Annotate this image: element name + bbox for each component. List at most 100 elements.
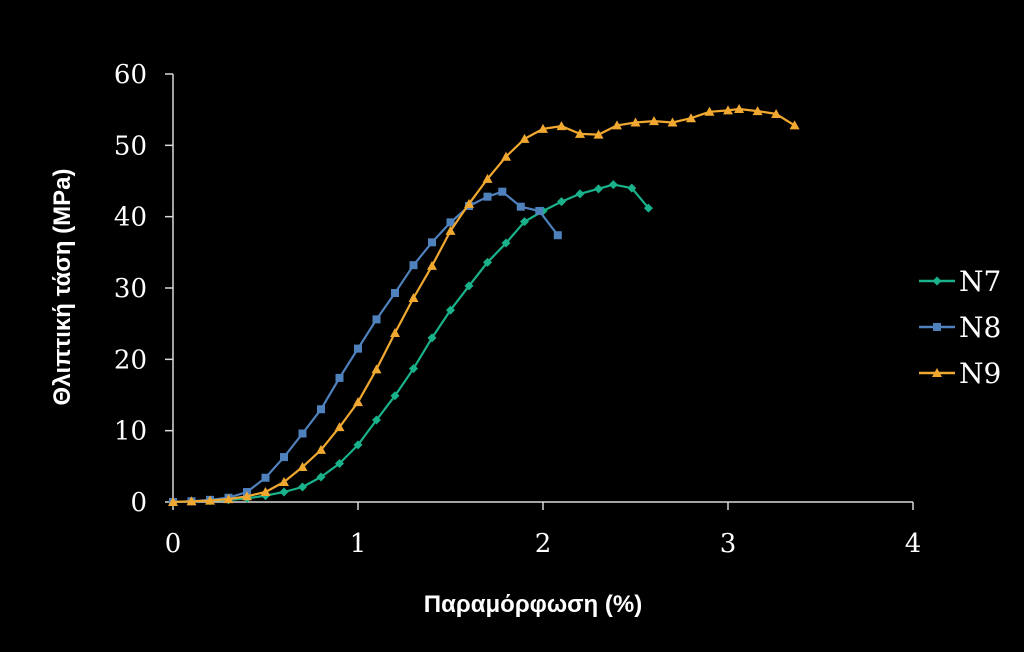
data-point bbox=[771, 108, 782, 118]
x-tick-label: 0 bbox=[165, 529, 182, 559]
y-tick-label: 60 bbox=[114, 60, 147, 90]
data-point bbox=[168, 497, 178, 506]
series-n7 bbox=[168, 180, 653, 507]
data-point bbox=[501, 238, 511, 248]
data-point bbox=[280, 453, 288, 462]
data-point bbox=[594, 184, 603, 194]
data-point bbox=[391, 288, 399, 297]
data-point bbox=[557, 197, 566, 207]
data-point bbox=[643, 203, 653, 213]
x-tick-label: 3 bbox=[720, 529, 737, 559]
data-point bbox=[353, 397, 363, 407]
data-point bbox=[334, 422, 345, 432]
data-point bbox=[627, 183, 637, 193]
data-point bbox=[428, 238, 436, 247]
data-point bbox=[501, 151, 511, 161]
data-point bbox=[734, 103, 745, 113]
x-axis-title: Παραμόρφωση (%) bbox=[424, 591, 642, 618]
data-point bbox=[261, 473, 270, 482]
y-tick-label: 0 bbox=[130, 488, 147, 518]
data-point bbox=[482, 173, 493, 183]
data-point bbox=[575, 189, 585, 199]
legend-marker bbox=[932, 276, 942, 286]
data-point bbox=[649, 116, 659, 126]
data-point bbox=[298, 429, 307, 438]
data-point bbox=[445, 225, 456, 235]
data-point bbox=[519, 133, 530, 143]
data-point bbox=[205, 495, 215, 505]
data-point bbox=[483, 192, 492, 201]
legend-marker bbox=[933, 323, 941, 331]
y-ticks: 0 10 20 30 40 50 60 bbox=[114, 60, 173, 518]
data-point bbox=[704, 106, 715, 116]
x-tick-label: 1 bbox=[350, 529, 367, 559]
data-point bbox=[317, 405, 325, 414]
data-point bbox=[630, 117, 641, 127]
data-point bbox=[372, 315, 381, 324]
data-point bbox=[686, 113, 696, 123]
data-point bbox=[297, 462, 308, 472]
series-layer bbox=[168, 103, 800, 507]
legend-label: N7 bbox=[959, 265, 1001, 298]
x-tick-label: 4 bbox=[905, 529, 922, 559]
data-point bbox=[354, 344, 362, 353]
data-point bbox=[409, 261, 418, 270]
data-point bbox=[409, 364, 418, 374]
data-point bbox=[279, 487, 289, 497]
data-point bbox=[427, 260, 437, 270]
data-point bbox=[446, 305, 455, 315]
data-point bbox=[446, 218, 455, 227]
data-point bbox=[353, 440, 363, 450]
data-point bbox=[556, 121, 567, 131]
data-point bbox=[608, 180, 618, 190]
y-tick-label: 10 bbox=[114, 417, 147, 447]
legend-item-n8: N8 bbox=[919, 311, 1001, 344]
data-point bbox=[612, 120, 622, 130]
y-tick-label: 30 bbox=[114, 274, 147, 304]
data-point bbox=[535, 206, 544, 215]
legend-marker bbox=[932, 368, 942, 377]
data-point bbox=[242, 491, 252, 501]
y-axis-title: Θλιπτική τάση (MPa) bbox=[49, 168, 76, 405]
data-point bbox=[723, 105, 733, 115]
series-n9 bbox=[168, 103, 800, 506]
data-point bbox=[408, 292, 419, 302]
series-line-n8 bbox=[172, 190, 559, 504]
data-point bbox=[279, 477, 289, 487]
data-point bbox=[464, 198, 474, 208]
series-line-n7 bbox=[172, 183, 650, 504]
data-point bbox=[186, 496, 197, 506]
data-point bbox=[223, 494, 234, 504]
y-tick-label: 50 bbox=[114, 131, 147, 161]
legend: N7 N8 N9 bbox=[919, 265, 1001, 390]
data-point bbox=[575, 128, 585, 138]
data-point bbox=[520, 217, 529, 227]
data-point bbox=[667, 117, 678, 127]
data-point bbox=[516, 202, 525, 211]
series-line-n9 bbox=[172, 107, 796, 504]
data-point bbox=[371, 364, 382, 374]
data-point bbox=[752, 106, 763, 116]
legend-label: N8 bbox=[959, 311, 1001, 344]
data-point bbox=[390, 391, 400, 401]
legend-item-n9: N9 bbox=[919, 357, 1001, 390]
data-point bbox=[390, 327, 400, 337]
x-ticks: 0 1 2 3 4 bbox=[165, 502, 922, 559]
y-tick-label: 20 bbox=[114, 345, 147, 375]
legend-item-n7: N7 bbox=[919, 265, 1001, 298]
data-point bbox=[316, 472, 326, 482]
x-tick-label: 2 bbox=[535, 529, 552, 559]
y-tick-label: 40 bbox=[114, 203, 147, 233]
data-point bbox=[316, 444, 326, 454]
data-point bbox=[335, 458, 344, 468]
data-point bbox=[298, 482, 307, 492]
data-point bbox=[593, 129, 604, 139]
data-point bbox=[372, 415, 381, 425]
data-point bbox=[260, 487, 271, 497]
series-n8 bbox=[169, 187, 562, 506]
legend-label: N9 bbox=[959, 357, 1001, 390]
data-point bbox=[498, 187, 507, 196]
data-point bbox=[538, 123, 548, 133]
data-point bbox=[789, 120, 800, 130]
